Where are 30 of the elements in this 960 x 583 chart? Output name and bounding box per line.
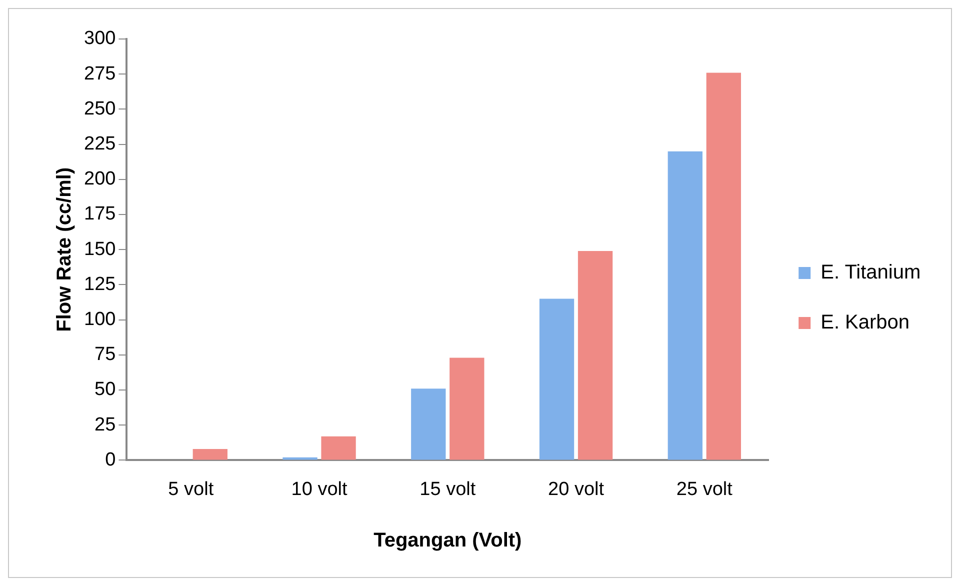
- bar: [411, 388, 446, 460]
- bar: [539, 298, 574, 460]
- y-tick-label: 75: [94, 344, 116, 366]
- y-tick-label: 150: [84, 238, 116, 260]
- y-axis-title: Flow Rate (cc/ml): [54, 167, 76, 332]
- x-tick-label: 20 volt: [548, 478, 605, 500]
- y-tick-label: 175: [84, 204, 116, 225]
- bar: [321, 436, 356, 460]
- y-tick-label: 275: [84, 63, 116, 84]
- y-tick-label: 200: [84, 168, 116, 190]
- y-tick-label: 100: [84, 309, 116, 330]
- y-tick-label: 0: [105, 449, 116, 470]
- y-tick-label: 125: [84, 274, 116, 295]
- x-tick-label: 5 volt: [168, 478, 214, 500]
- bar: [706, 72, 741, 460]
- bar: [668, 151, 702, 460]
- y-tick-label: 25: [94, 414, 116, 436]
- legend-label: E. Titanium: [820, 262, 921, 284]
- bar: [578, 251, 613, 460]
- y-tick-label: 225: [84, 134, 116, 155]
- x-tick-label: 10 volt: [291, 478, 348, 500]
- x-axis-title: Tegangan (Volt): [374, 530, 522, 552]
- y-tick-label: 300: [84, 28, 116, 50]
- x-tick-label: 25 volt: [676, 478, 734, 500]
- bar: [192, 448, 228, 460]
- x-tick-label: 15 volt: [420, 478, 476, 500]
- y-tick-label: 250: [84, 98, 116, 120]
- legend-label: E. Karbon: [820, 312, 910, 334]
- bar: [450, 358, 484, 460]
- y-tick-label: 50: [94, 379, 116, 400]
